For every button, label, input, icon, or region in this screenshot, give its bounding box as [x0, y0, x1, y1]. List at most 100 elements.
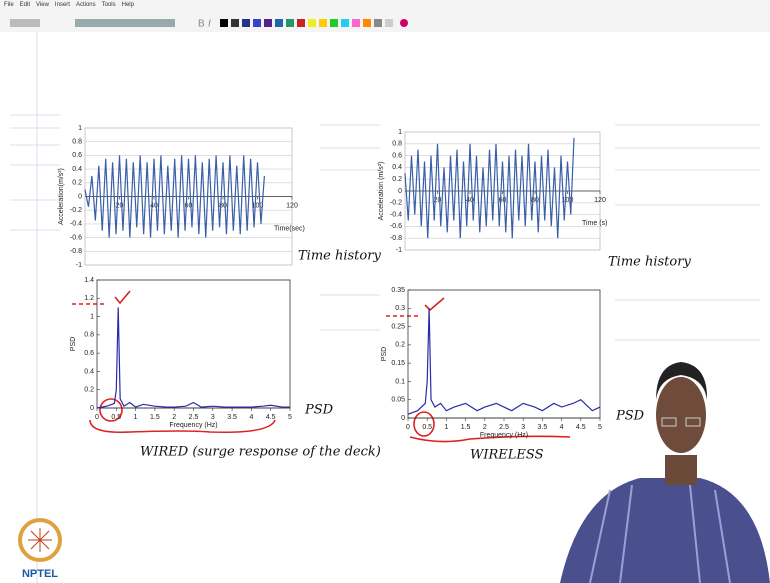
y-tick-label: 0.6: [392, 152, 402, 159]
y-axis-label: PSD: [70, 337, 77, 351]
y-axis-label: Acceleration(m/s²): [58, 168, 65, 225]
menu-item[interactable]: Help: [122, 2, 134, 8]
y-axis-label: Acceleration (m/s²): [378, 162, 385, 221]
x-tick-label: 60: [499, 197, 507, 204]
y-tick-label: 0.2: [84, 387, 94, 394]
menu-item[interactable]: Edit: [20, 2, 30, 8]
y-tick-label: 0.2: [395, 342, 405, 349]
y-tick-label: 1.2: [84, 295, 94, 302]
y-tick-label: -0.2: [70, 207, 82, 214]
y-tick-label: -0.6: [390, 223, 402, 230]
menu-item[interactable]: View: [36, 2, 49, 8]
y-tick-label: 0.15: [391, 360, 405, 367]
y-tick-label: 0.4: [72, 166, 82, 173]
x-axis-label: Time(sec): [274, 225, 305, 232]
chart: 0 0.05 0.1 0.15 0.2 0.25 0.3 0.35 0 0.5 1 1.5 2 2.5 3 3…: [381, 287, 602, 439]
x-tick-label: 4: [560, 424, 564, 431]
y-tick-label: 0.8: [84, 332, 94, 339]
menu-item[interactable]: File: [4, 2, 14, 8]
y-tick-label: 1: [398, 129, 402, 136]
x-axis-label: Time (s): [582, 220, 607, 227]
x-tick-label: 1: [134, 414, 138, 421]
x-tick-label: 0.5: [422, 424, 432, 431]
x-tick-label: 120: [594, 197, 606, 204]
annotation: Time history: [298, 249, 381, 264]
x-tick-label: 2.5: [189, 414, 199, 421]
data-line: [408, 308, 600, 414]
y-tick-label: 0.4: [84, 368, 94, 375]
x-tick-label: 1.5: [461, 424, 471, 431]
annotation: PSD: [615, 409, 645, 424]
x-tick-label: 5: [288, 414, 292, 421]
y-tick-label: -1: [76, 262, 82, 269]
y-tick-label: 1.4: [84, 277, 94, 284]
y-tick-label: -0.8: [390, 235, 402, 242]
x-axis-label: Frequency (Hz): [480, 432, 528, 439]
x-tick-label: 4.5: [266, 414, 276, 421]
canvas: BI Time history Time history PSD PSD WIR…: [0, 0, 770, 583]
red-markings: [72, 291, 570, 442]
svg-text:B: B: [198, 19, 205, 30]
y-tick-label: 0.35: [391, 287, 405, 294]
data-line: [405, 138, 574, 238]
y-tick-label: -0.6: [70, 234, 82, 241]
x-tick-label: 0: [95, 414, 99, 421]
x-tick-label: 2.5: [499, 424, 509, 431]
x-tick-label: 1: [444, 424, 448, 431]
logo: NPTEL: [20, 520, 60, 580]
y-tick-label: 1: [78, 125, 82, 132]
y-tick-label: -1: [396, 247, 402, 254]
x-tick-label: 3.5: [227, 414, 237, 421]
y-tick-label: 0: [398, 188, 402, 195]
y-tick-label: 0: [401, 415, 405, 422]
y-tick-label: -0.2: [390, 200, 402, 207]
x-tick-label: 0: [406, 424, 410, 431]
y-axis-label: PSD: [381, 347, 388, 361]
x-tick-label: 5: [598, 424, 602, 431]
y-tick-label: -0.4: [70, 221, 82, 228]
presenter: [560, 362, 770, 583]
y-tick-label: 0.25: [391, 323, 405, 330]
y-tick-label: 0.4: [392, 164, 402, 171]
x-tick-label: 3.5: [538, 424, 548, 431]
plot-frame: [97, 280, 290, 408]
y-tick-label: 0.05: [391, 397, 405, 404]
y-tick-label: 0.2: [392, 176, 402, 183]
plot-frame: [408, 290, 600, 418]
svg-text:I: I: [208, 19, 211, 30]
x-tick-label: 2: [172, 414, 176, 421]
annotation: PSD: [304, 403, 334, 418]
y-tick-label: 0.2: [72, 180, 82, 187]
y-tick-label: 0.8: [72, 139, 82, 146]
y-tick-label: 0.1: [395, 378, 405, 385]
menu-item[interactable]: Actions: [76, 2, 96, 8]
y-tick-label: 0: [78, 193, 82, 200]
y-tick-label: 1: [90, 313, 94, 320]
annotation: WIRELESS: [470, 448, 544, 463]
y-tick-label: -0.8: [70, 248, 82, 255]
menu-item[interactable]: Tools: [102, 2, 116, 8]
x-axis-label: Frequency (Hz): [169, 422, 217, 429]
x-tick-label: 120: [286, 202, 298, 209]
menu-bar: File Edit View Insert Actions Tools Help: [4, 2, 134, 8]
logo-text: NPTEL: [22, 568, 58, 580]
screen: {"menu": ["File", "Edit", "View", "Inser…: [0, 0, 770, 583]
x-tick-label: 1.5: [150, 414, 160, 421]
annotation: Time history: [608, 255, 691, 270]
y-tick-label: 0.3: [395, 305, 405, 312]
x-tick-label: 0.5: [111, 414, 121, 421]
menu-item[interactable]: Insert: [55, 2, 70, 8]
x-tick-label: 2: [483, 424, 487, 431]
annotation: WIRED (surge response of the deck): [140, 445, 381, 460]
y-tick-label: 0.8: [392, 141, 402, 148]
data-line: [97, 307, 290, 408]
x-tick-label: 3: [521, 424, 525, 431]
y-tick-label: 0: [90, 405, 94, 412]
y-tick-label: -0.4: [390, 211, 402, 218]
y-tick-label: 0.6: [84, 350, 94, 357]
x-tick-label: 4: [249, 414, 253, 421]
x-tick-label: 4.5: [576, 424, 586, 431]
